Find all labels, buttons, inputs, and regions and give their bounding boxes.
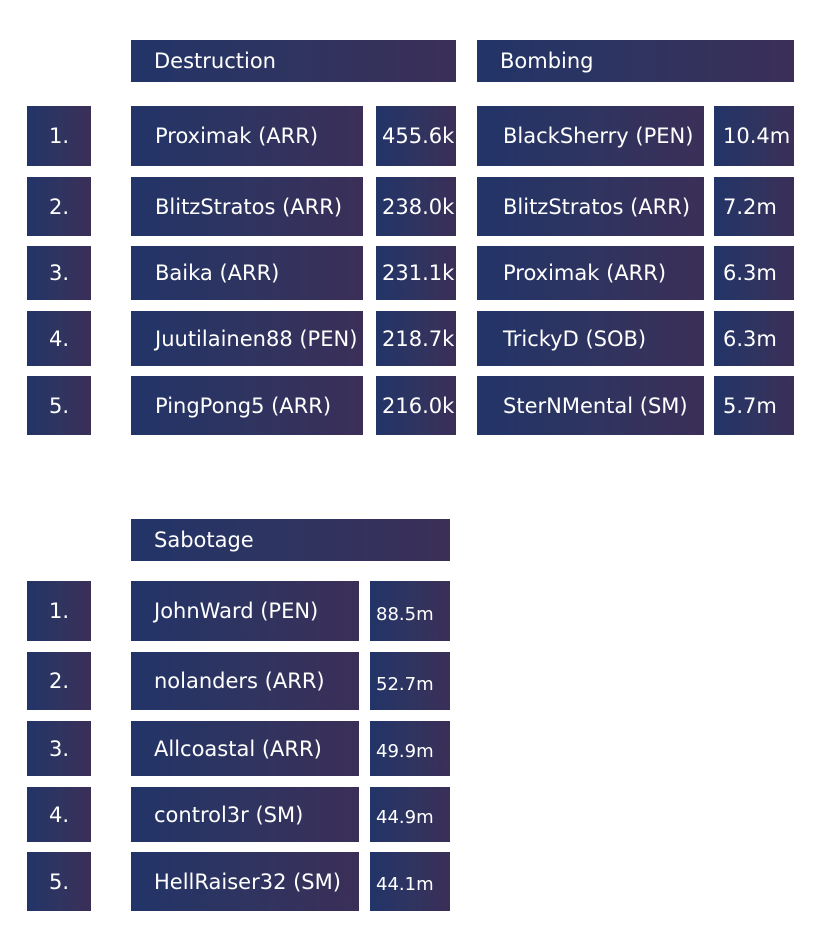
destruction-header: Destruction [131,40,456,82]
destruction-name-2: BlitzStratos (ARR) [131,177,363,236]
sabotage-value-2: 52.7m [370,652,450,710]
bombing-value-4: 6.3m [714,311,794,366]
sabotage-name-5: HellRaiser32 (SM) [131,852,359,911]
rank-cell-top-5: 5. [27,376,91,435]
sabotage-name-3: Allcoastal (ARR) [131,721,359,776]
rank-cell-top-2: 2. [27,177,91,236]
sabotage-name-2: nolanders (ARR) [131,652,359,710]
sabotage-value-5: 44.1m [370,852,450,911]
rank-cell-top-1: 1. [27,106,91,166]
bombing-header: Bombing [477,40,794,82]
bombing-value-5: 5.7m [714,376,794,435]
destruction-value-5: 216.0k [376,376,456,435]
sabotage-value-3: 49.9m [370,721,450,776]
bombing-name-2: BlitzStratos (ARR) [477,177,704,236]
destruction-name-4: Juutilainen88 (PEN) [131,311,363,366]
destruction-value-4: 218.7k [376,311,456,366]
bombing-name-1: BlackSherry (PEN) [477,106,704,166]
rank-cell-bottom-2: 2. [27,652,91,710]
sabotage-name-4: control3r (SM) [131,787,359,842]
rank-cell-bottom-3: 3. [27,721,91,776]
destruction-value-3: 231.1k [376,246,456,300]
bombing-value-3: 6.3m [714,246,794,300]
bombing-value-1: 10.4m [714,106,794,166]
destruction-value-1: 455.6k [376,106,456,166]
rank-cell-top-4: 4. [27,311,91,366]
sabotage-name-1: JohnWard (PEN) [131,581,359,641]
bombing-value-2: 7.2m [714,177,794,236]
rank-cell-bottom-4: 4. [27,787,91,842]
rank-cell-bottom-5: 5. [27,852,91,911]
destruction-value-2: 238.0k [376,177,456,236]
bombing-name-4: TrickyD (SOB) [477,311,704,366]
sabotage-value-4: 44.9m [370,787,450,842]
sabotage-header: Sabotage [131,519,450,561]
destruction-name-5: PingPong5 (ARR) [131,376,363,435]
destruction-name-1: Proximak (ARR) [131,106,363,166]
bombing-name-5: SterNMental (SM) [477,376,704,435]
sabotage-value-1: 88.5m [370,581,450,641]
bombing-name-3: Proximak (ARR) [477,246,704,300]
destruction-name-3: Baika (ARR) [131,246,363,300]
rank-cell-top-3: 3. [27,246,91,300]
rank-cell-bottom-1: 1. [27,581,91,641]
